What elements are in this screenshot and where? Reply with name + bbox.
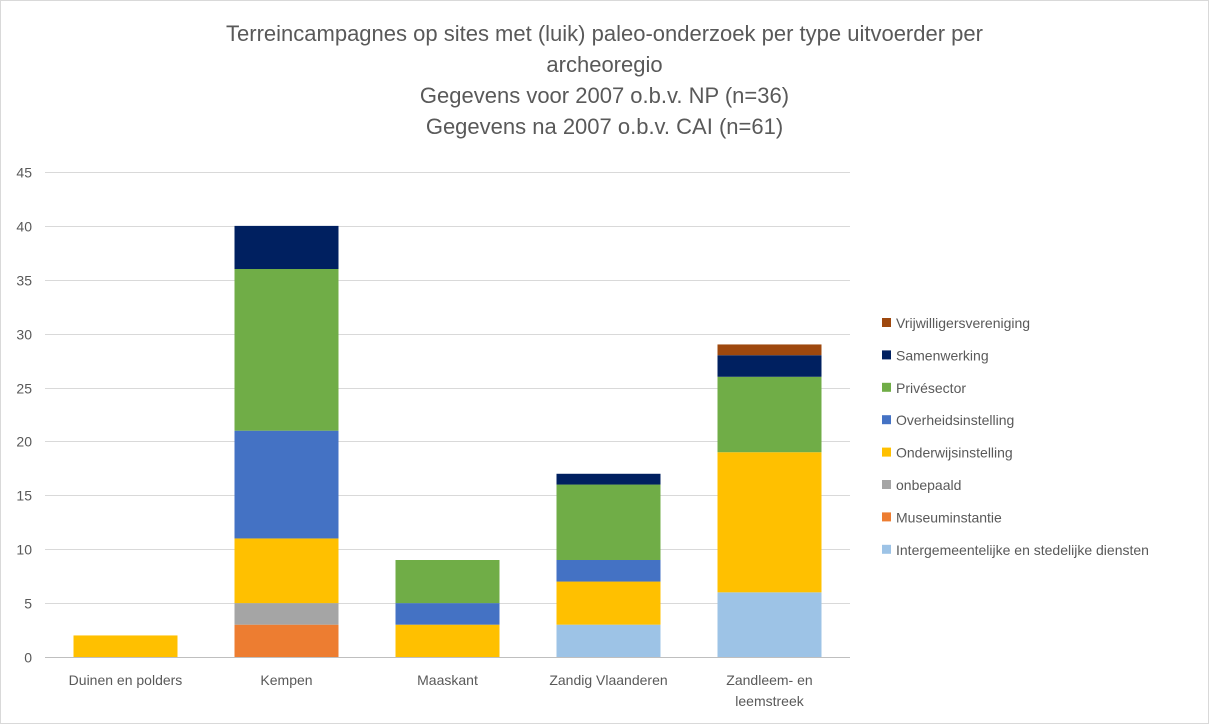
- bar-segment: [234, 538, 339, 604]
- legend-swatch: [882, 544, 891, 554]
- bar-segment: [234, 430, 339, 539]
- bar-segment: [234, 225, 339, 269]
- legend-label: Overheidsinstelling: [896, 412, 1014, 428]
- legend-swatch: [882, 382, 891, 392]
- bar-segment: [717, 344, 822, 356]
- bar-segment: [395, 603, 500, 625]
- y-tick-label: 0: [24, 650, 32, 666]
- chart-title-line-3: Gegevens voor 2007 o.b.v. NP (n=36): [419, 83, 790, 108]
- legend-label: Museuminstantie: [896, 509, 1002, 525]
- legend-label: Samenwerking: [896, 347, 989, 363]
- bar-segment: [395, 624, 500, 657]
- x-category-label: Maaskant: [417, 672, 478, 688]
- legend-swatch: [882, 512, 891, 522]
- bar-segment: [717, 592, 822, 657]
- bar-segment: [556, 560, 661, 582]
- y-tick-label: 5: [24, 596, 32, 612]
- y-tick-label: 30: [16, 327, 32, 343]
- y-tick-label: 15: [16, 488, 32, 504]
- bar-segment: [73, 635, 178, 657]
- chart-title-line-2: archeoregio: [546, 52, 663, 77]
- legend-swatch: [882, 415, 891, 425]
- x-category-label: Duinen en polders: [69, 672, 183, 688]
- legend-label: Privésector: [896, 380, 966, 396]
- bar-segment: [556, 624, 661, 657]
- legend-swatch: [882, 350, 891, 360]
- x-category-label: leemstreek: [735, 693, 804, 709]
- y-tick-label: 10: [16, 542, 32, 558]
- bar-segment: [717, 452, 822, 593]
- y-tick-label: 35: [16, 273, 32, 289]
- bar-segment: [234, 603, 339, 625]
- bar-segment: [556, 473, 661, 485]
- legend-swatch: [882, 480, 891, 489]
- x-category-label: Zandleem- en: [726, 672, 812, 688]
- legend-label: Onderwijsinstelling: [896, 445, 1013, 461]
- bar-segment: [234, 269, 339, 431]
- legend-label: onbepaald: [896, 477, 961, 493]
- bar-segment: [717, 376, 822, 453]
- x-category-label: Kempen: [260, 672, 312, 688]
- bar-segment: [717, 355, 822, 377]
- y-tick-label: 40: [16, 219, 32, 235]
- y-tick-label: 25: [16, 381, 32, 397]
- legend-label: Vrijwilligersvereniging: [896, 315, 1030, 331]
- chart-title-line-1: Terreincampagnes op sites met (luik) pal…: [226, 21, 983, 46]
- legend-label: Intergemeentelijke en stedelijke dienste…: [896, 542, 1149, 558]
- legend-swatch: [882, 447, 891, 457]
- chart-title-line-4: Gegevens na 2007 o.b.v. CAI (n=61): [425, 114, 784, 139]
- chart-title: Terreincampagnes op sites met (luik) pal…: [0, 18, 1209, 142]
- bar-segment: [556, 484, 661, 560]
- x-category-label: Zandig Vlaanderen: [549, 672, 667, 688]
- bar-segment: [556, 581, 661, 625]
- y-tick-label: 20: [16, 434, 32, 450]
- bar-segment: [395, 560, 500, 604]
- y-tick-label: 45: [16, 165, 32, 181]
- bar-segment: [234, 624, 339, 657]
- legend-swatch: [882, 318, 891, 327]
